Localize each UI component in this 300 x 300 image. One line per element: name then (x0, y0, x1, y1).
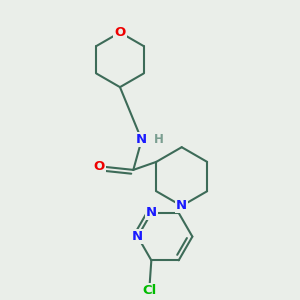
Text: O: O (114, 26, 126, 39)
Text: N: N (176, 200, 187, 212)
Text: N: N (136, 134, 147, 146)
Text: N: N (132, 230, 143, 243)
Text: N: N (146, 206, 157, 219)
Text: H: H (154, 133, 164, 146)
Text: Cl: Cl (142, 284, 157, 297)
Text: O: O (93, 160, 105, 173)
